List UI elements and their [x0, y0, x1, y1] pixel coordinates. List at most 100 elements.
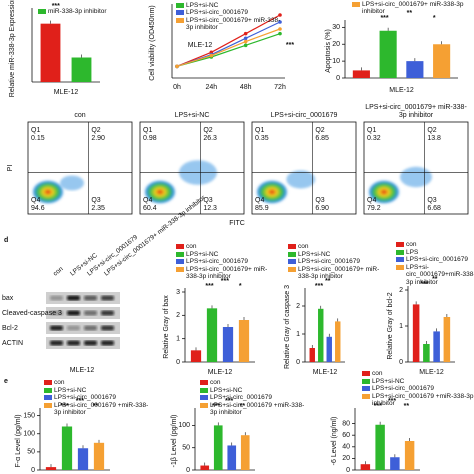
significance: ***	[212, 403, 220, 410]
row-label: Cleaved-caspase 3	[2, 310, 62, 317]
y-tick-label: 50	[27, 449, 35, 456]
point	[209, 53, 214, 58]
legend-swatch	[176, 10, 184, 15]
significance: **	[407, 10, 413, 17]
band	[67, 325, 80, 331]
legend-swatch	[352, 1, 360, 7]
flow-title: LPS+si-circ_0001679	[270, 112, 338, 119]
quadrant-label: Q4	[143, 197, 152, 204]
bar	[443, 317, 451, 362]
density	[368, 180, 400, 204]
density	[144, 180, 176, 204]
legend-swatch	[176, 17, 184, 23]
band	[50, 325, 63, 331]
x-tick-label: 72h	[274, 84, 286, 91]
legend-entry: LPS	[396, 249, 474, 257]
quadrant-value: 6.68	[427, 205, 441, 212]
legend: con LPS LPS+si-circ_0001679 LPS+si-circ_000…	[396, 241, 474, 286]
legend-label: LPS+si-circ_0001679 +miR-338-3p inhibito…	[54, 401, 149, 417]
quadrant-label: Q4	[255, 197, 264, 204]
y-axis-label: Relative Gray of bax	[163, 295, 170, 359]
significance: ***	[380, 15, 388, 22]
quadrant-value: 0.98	[143, 135, 157, 142]
density-tail	[400, 166, 432, 188]
point	[278, 31, 282, 36]
band	[84, 325, 97, 331]
legend-swatch	[44, 380, 52, 385]
x-tick-label: MLE-12	[208, 369, 233, 376]
legend-entry: LPS+si-circ_0001679	[176, 258, 276, 266]
y-tick-label: 0	[296, 359, 300, 366]
legend-entry: LPS+si-circ_0001679 +miR-338-3p inhibito…	[362, 393, 474, 408]
quadrant-label: Q1	[367, 127, 376, 134]
legend-entry: LPS+si-circ_0001679+ miR-338-3p inhibito…	[176, 17, 286, 32]
quadrant-value: 79.2	[367, 205, 381, 212]
legend-swatch	[362, 371, 370, 376]
y-axis-label: Apoptosis (%)	[325, 29, 332, 73]
y-tick-label: 100	[23, 431, 35, 438]
legend-entry: LPS+si-circ_0001679+ miR-338-3p inhibito…	[288, 266, 383, 281]
quadrant-label: Q3	[427, 197, 436, 204]
legend-label: con	[186, 0, 196, 2]
bar	[318, 308, 324, 362]
legend-label: LPS+si-circ_0001679	[298, 258, 360, 265]
y-tick-label: 50	[182, 445, 190, 452]
legend-swatch	[396, 257, 404, 262]
legend-label: LPS+si-circ_0001679+miR-338-3p inhibitor	[406, 263, 474, 286]
blot-strip	[46, 337, 120, 349]
point	[243, 36, 248, 41]
y-axis-label: Relative Gray of caspase 3	[284, 285, 291, 369]
x-tick-label: 48h	[240, 84, 252, 91]
legend-label: con	[54, 379, 65, 386]
flow-y-label: PI	[7, 165, 14, 172]
significance: **	[93, 403, 99, 410]
y-tick-label: 40	[342, 444, 350, 451]
significance: ***	[420, 281, 428, 288]
row-label: ACTIN	[2, 340, 23, 347]
series-line	[176, 14, 281, 67]
blot-strip	[46, 292, 120, 304]
axes: Cell viability (OD450nm)	[149, 4, 285, 81]
quadrant-label: Q4	[367, 197, 376, 204]
legend-label: con	[186, 243, 197, 250]
legend-swatch	[200, 380, 208, 385]
significance: *	[239, 283, 242, 290]
legend-label: LPS+si-NC	[186, 250, 219, 258]
band	[50, 340, 63, 346]
band	[84, 310, 97, 316]
significance: **	[240, 403, 246, 410]
x-tick-label: MLE-12	[54, 89, 79, 96]
y-tick-label: 1	[399, 323, 403, 330]
y-axis-label: -1β Level (pg/ml)	[171, 415, 178, 468]
legend-swatch	[288, 244, 296, 249]
point	[243, 31, 248, 36]
quadrant-value: 13.8	[427, 135, 441, 142]
legend-entry: LPS+si-NC	[200, 387, 310, 395]
significance: ***	[221, 278, 229, 285]
legend-swatch	[176, 244, 184, 249]
legend-swatch	[288, 259, 296, 264]
y-axis-label: Cell viability (OD450nm)	[149, 5, 156, 80]
legend-entry: LPS+si-NC	[176, 2, 286, 10]
band	[50, 295, 63, 301]
significance: ***	[286, 42, 294, 49]
quadrant-value: 6.90	[315, 205, 329, 212]
flow-title: LPS+si-circ_0001679+ miR-338-3p inhibito…	[365, 104, 467, 119]
quadrant-label: Q3	[315, 197, 324, 204]
flow-title: con	[74, 112, 86, 119]
quadrant-label: Q1	[255, 127, 264, 134]
band	[101, 325, 114, 331]
legend-swatch	[176, 259, 184, 264]
quadrant-label: Q1	[31, 127, 40, 134]
quadrant-label: Q3	[203, 197, 212, 204]
legend-entry: LPS+si-circ_0001679+ miR-338-3p inhibito…	[352, 1, 470, 16]
x-tick-label: MLE-12	[389, 87, 414, 94]
significance: ***	[60, 403, 68, 410]
row-label: bax	[2, 295, 14, 302]
legend-entry: con	[288, 243, 383, 251]
y-axis-label: -6 Level (ng/ml)	[331, 417, 338, 466]
legend-label: LPS+si-NC	[372, 377, 405, 385]
y-tick-label: 80	[342, 420, 350, 427]
